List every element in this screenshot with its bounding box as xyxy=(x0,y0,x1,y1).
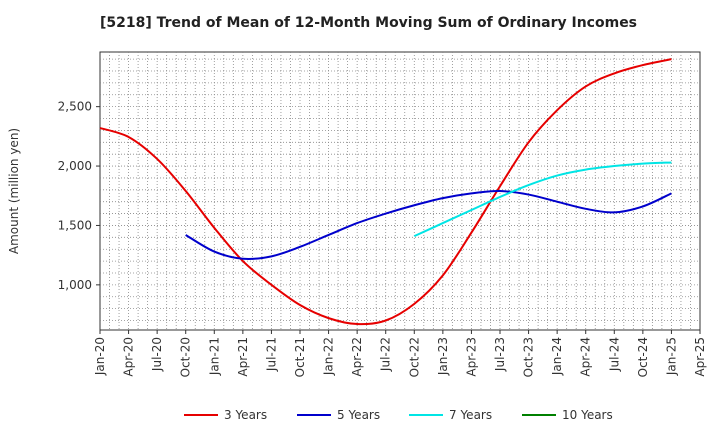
x-tick-label: Jul-21 xyxy=(264,337,278,372)
x-tick-label: Apr-25 xyxy=(693,337,707,377)
legend-label-3-years: 3 Years xyxy=(224,408,267,422)
y-tick-label: 1,500 xyxy=(58,218,92,232)
x-tick-label: Jan-23 xyxy=(436,337,450,376)
legend: 3 Years 5 Years 7 Years 10 Years xyxy=(184,408,613,422)
y-tick-label: 2,500 xyxy=(58,100,92,114)
y-tick-label: 2,000 xyxy=(58,159,92,173)
series-line-5-years xyxy=(185,189,672,260)
x-tick-label: Jul-22 xyxy=(379,337,393,372)
x-tick-label: Jul-20 xyxy=(150,337,164,372)
x-tick-label: Oct-21 xyxy=(293,337,307,377)
x-tick-label: Jan-24 xyxy=(550,337,564,376)
x-tick-label: Oct-22 xyxy=(407,337,421,377)
grid-lines xyxy=(100,52,700,330)
x-tick-label: Apr-23 xyxy=(464,337,478,377)
x-tick-label: Jan-25 xyxy=(664,337,678,376)
x-tick-label: Apr-22 xyxy=(350,337,364,377)
x-tick-label: Apr-20 xyxy=(122,337,136,377)
chart-title: [5218] Trend of Mean of 12-Month Moving … xyxy=(100,15,638,31)
legend-label-5-years: 5 Years xyxy=(337,408,380,422)
x-tick-label: Jan-20 xyxy=(93,337,107,376)
x-tick-label: Oct-20 xyxy=(179,337,193,377)
y-axis-title: Amount (million yen) xyxy=(7,128,21,254)
x-tick-label: Apr-24 xyxy=(579,337,593,377)
x-tick-label: Oct-23 xyxy=(522,337,536,377)
series-line-3-years xyxy=(99,58,672,326)
x-axis-ticks: Jan-20 Apr-20 Jul-20 Oct-20 Jan-21 Apr-21 Jul-… xyxy=(93,330,707,377)
x-tick-label: Apr-21 xyxy=(236,337,250,377)
plot-area xyxy=(99,51,701,331)
x-tick-label: Oct-24 xyxy=(636,337,650,377)
x-tick-label: Jul-23 xyxy=(493,337,507,372)
x-tick-label: Jan-22 xyxy=(322,337,336,376)
x-tick-label: Jul-24 xyxy=(607,337,621,372)
x-tick-label: Jan-21 xyxy=(207,337,221,376)
series-line-7-years xyxy=(413,161,672,238)
y-tick-label: 1,000 xyxy=(58,278,92,292)
y-axis-ticks: 1,000 1,500 2,000 2,500 xyxy=(58,100,100,292)
legend-label-7-years: 7 Years xyxy=(449,408,492,422)
series-lines xyxy=(99,58,672,326)
legend-label-10-years: 10 Years xyxy=(562,408,613,422)
